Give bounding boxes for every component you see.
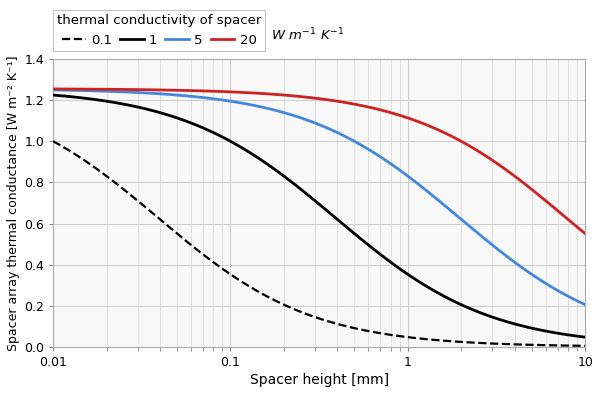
Legend: 0.1, 1, 5, 20: 0.1, 1, 5, 20 [53, 10, 265, 51]
Text: $W\ m^{-1}\ K^{-1}$: $W\ m^{-1}\ K^{-1}$ [271, 26, 344, 43]
X-axis label: Spacer height [mm]: Spacer height [mm] [250, 373, 389, 387]
Y-axis label: Spacer array thermal conductance [W m⁻² K⁻¹]: Spacer array thermal conductance [W m⁻² … [7, 55, 20, 351]
